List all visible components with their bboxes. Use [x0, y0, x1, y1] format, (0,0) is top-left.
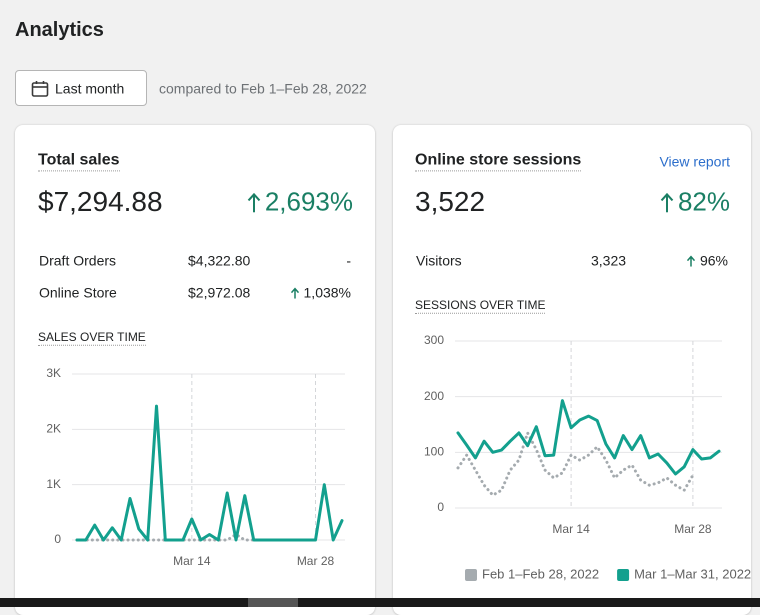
x-tick-label: Mar 14 [552, 522, 590, 536]
row-label: Visitors [416, 252, 462, 269]
bottom-bar [0, 598, 760, 607]
date-button[interactable]: Last month [15, 70, 147, 106]
row-value: $4,322.80 [188, 252, 251, 269]
sales-card [15, 125, 375, 615]
row-label: Draft Orders [39, 252, 117, 269]
chart-title: SESSIONS OVER TIME [415, 298, 546, 315]
y-tick-label: 200 [424, 389, 444, 403]
card-change: 2,693% [247, 186, 353, 217]
sessions-card [393, 125, 751, 615]
row-change: - [346, 253, 351, 270]
legend-swatch [465, 569, 477, 581]
change-text: 96% [699, 252, 728, 269]
y-tick-label: 0 [54, 532, 61, 546]
x-tick-label: Mar 28 [674, 522, 712, 536]
trend-arrow [686, 255, 696, 267]
row-change: 1,038% [290, 285, 351, 302]
legend-label: Feb 1–Feb 28, 2022 [482, 566, 599, 581]
y-tick-label: 2K [46, 422, 61, 436]
card-title: Total sales [38, 150, 120, 172]
y-tick-label: 3K [46, 366, 61, 380]
comparison-text: compared to Feb 1–Feb 28, 2022 [159, 80, 367, 97]
y-tick-label: 0 [437, 500, 444, 514]
page-title: Analytics [15, 19, 104, 41]
change-text: - [346, 252, 351, 269]
trend-arrow [247, 192, 261, 212]
row-value: 3,323 [591, 252, 627, 269]
change-text: 82% [677, 186, 730, 217]
series-line [456, 431, 695, 497]
trend-arrow [290, 287, 299, 299]
card-total: 3,522 [415, 186, 486, 218]
series-line [456, 399, 721, 476]
x-tick-label: Mar 28 [297, 554, 335, 568]
card-title: Online store sessions [415, 150, 582, 172]
legend-label: Mar 1–Mar 31, 2022 [634, 566, 751, 581]
chart-title: SALES OVER TIME [38, 330, 146, 347]
legend-swatch [617, 569, 630, 581]
y-tick-label: 100 [424, 445, 444, 459]
card-total: $7,294.88 [38, 186, 163, 218]
row-label: Online Store [39, 284, 117, 301]
button-label: Last month [55, 80, 125, 97]
card-change: 82% [660, 186, 730, 217]
series-line [75, 533, 317, 542]
series-line [75, 404, 344, 542]
calendar-icon [31, 81, 49, 97]
x-tick-label: Mar 14 [173, 554, 211, 568]
change-text: 1,038% [303, 284, 351, 301]
row-value: $2,972.08 [188, 284, 251, 301]
change-text: 2,693% [264, 186, 353, 217]
scroll-thumb [248, 598, 298, 607]
row-change: 96% [686, 253, 728, 270]
y-tick-label: 300 [424, 333, 444, 347]
view-report-link[interactable]: View report [659, 153, 730, 170]
trend-arrow [660, 192, 674, 212]
y-tick-label: 1K [46, 477, 61, 491]
